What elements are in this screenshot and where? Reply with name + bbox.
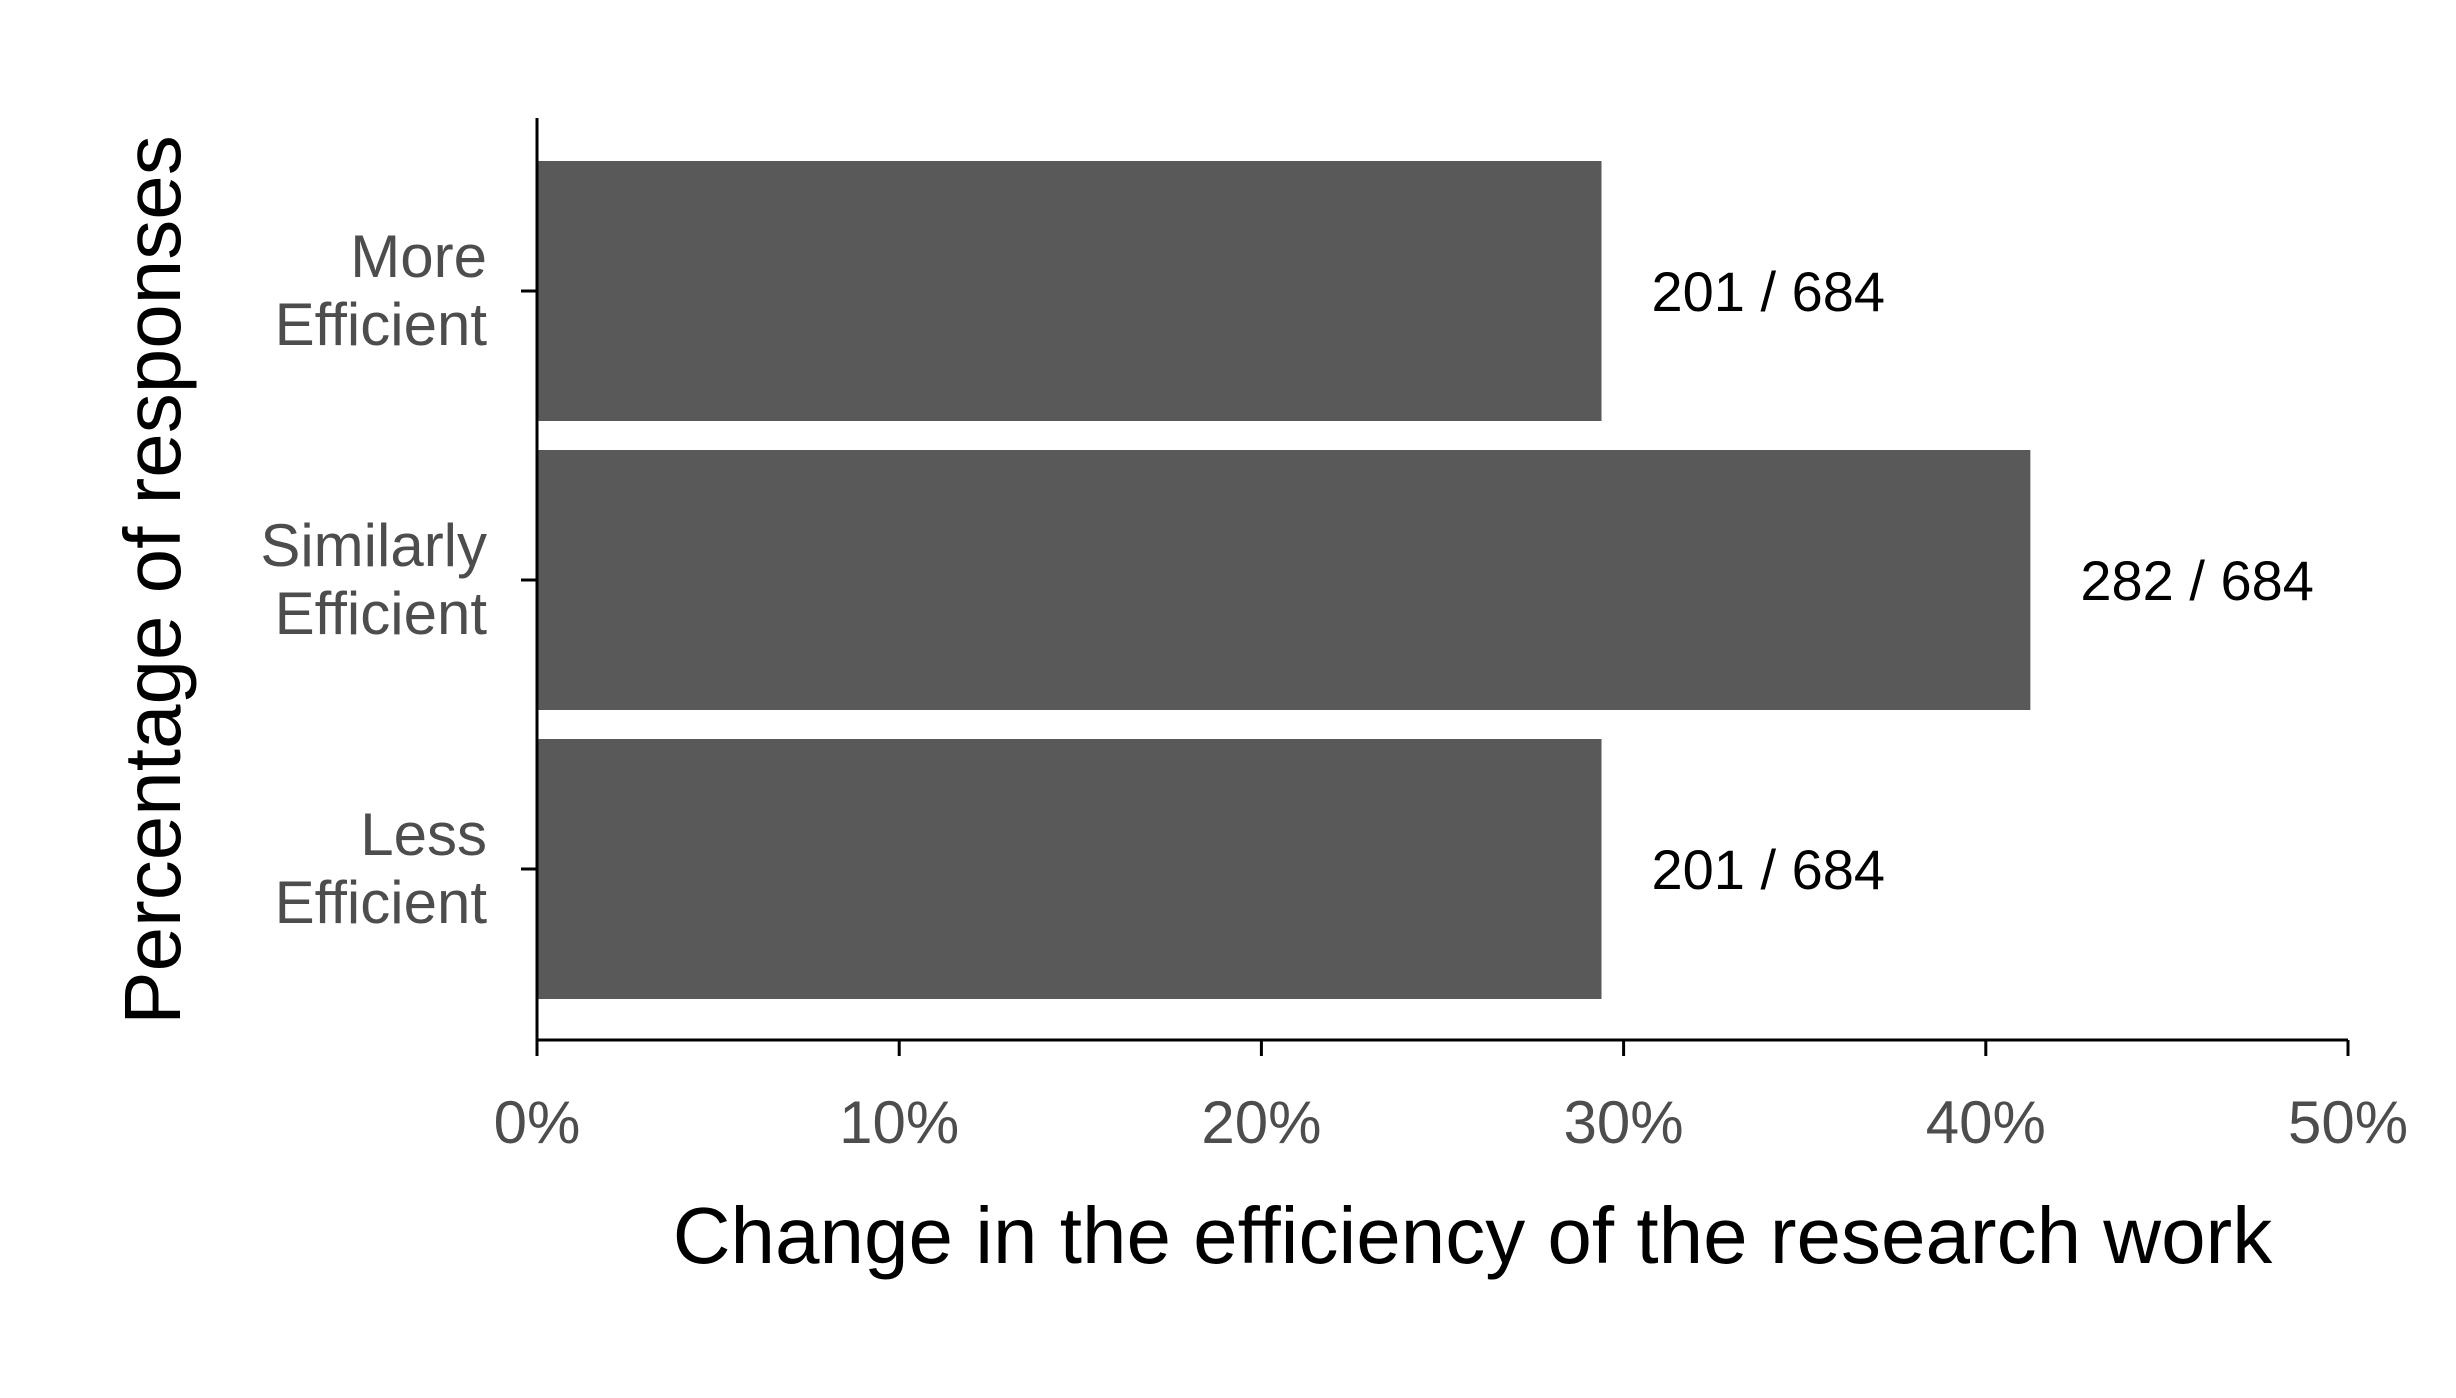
bars-layer <box>537 161 2031 999</box>
x-axis-title: Change in the efficiency of the research… <box>673 1191 2273 1280</box>
y-tick-label: Similarly Efficient <box>260 512 487 647</box>
y-tick-label: More Efficient <box>275 223 488 358</box>
y-axis-title: Percentage of responses <box>108 135 197 1024</box>
y-tick-label-line: Efficient <box>275 580 488 647</box>
y-tick-label-line: Efficient <box>275 291 488 358</box>
bar-value-label: 201 / 684 <box>1652 260 1886 323</box>
x-tick-label: 50% <box>2288 1089 2408 1156</box>
bar-value-label: 282 / 684 <box>2080 549 2314 612</box>
bar <box>537 739 1602 999</box>
bar-labels-layer: 201 / 684 282 / 684 201 / 684 <box>1652 260 2314 901</box>
y-tick-label: Less Efficient <box>275 801 488 936</box>
x-tick-label: 10% <box>839 1089 959 1156</box>
y-tick-label-line: Less <box>360 801 487 868</box>
y-tick-label-line: Similarly <box>260 512 487 579</box>
x-tick-label: 40% <box>1926 1089 2046 1156</box>
bar <box>537 450 2031 710</box>
bar-value-label: 201 / 684 <box>1652 838 1886 901</box>
y-tick-label-line: More <box>350 223 487 290</box>
x-tick-label: 0% <box>494 1089 581 1156</box>
x-tick-label: 30% <box>1564 1089 1684 1156</box>
y-tick-label-line: Efficient <box>275 869 488 936</box>
x-tick-label: 20% <box>1201 1089 1321 1156</box>
bar <box>537 161 1602 421</box>
